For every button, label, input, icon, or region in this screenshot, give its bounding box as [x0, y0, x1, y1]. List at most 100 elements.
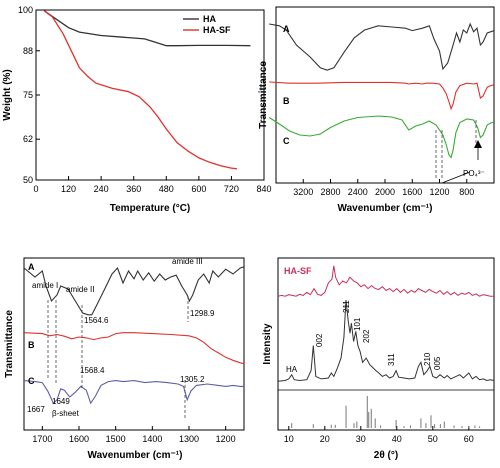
xrd-panel: 10 20 30 40 50 60 HA-SF HA 002 211 101 202 31…	[262, 257, 495, 461]
ftir-full-xtick-label: 1200	[429, 187, 449, 197]
ftir-full-series-label-a: A	[283, 24, 290, 34]
xrd-xtick-label: 50	[428, 434, 438, 444]
xrd-series-line-ha-sf	[277, 265, 494, 297]
ftir-zoom-xtick-label: 1400	[142, 434, 162, 444]
xrd-xtick-label: 10	[284, 434, 294, 444]
ftir-zoom-series-line-a	[23, 266, 245, 316]
tga-series-line-ha	[43, 10, 251, 47]
ftir-zoom-plot-frame	[23, 257, 245, 431]
xrd-series	[277, 265, 495, 382]
miller-005: 005	[433, 356, 442, 370]
tga-ticks: 0 120 240 360 480 600 720 840 100 88 75 62 50	[18, 5, 272, 194]
ftir-full-xtick-label: 2400	[348, 187, 368, 197]
ftir-full-series-label-c: C	[283, 136, 290, 146]
tga-xtick-label: 480	[159, 184, 174, 194]
phosphate-label: PO₄³⁻	[463, 169, 485, 178]
ftir-zoom-series	[23, 266, 245, 405]
xrd-xtick-label: 60	[464, 434, 474, 444]
tga-xtick-label: 0	[33, 184, 38, 194]
ftir-zoom-xtick-label: 1200	[216, 434, 236, 444]
ftir-full-plot-frame	[275, 6, 495, 184]
xrd-xtick-label: 20	[320, 434, 330, 444]
miller-202: 202	[362, 329, 371, 343]
xrd-ticks: 10 20 30 40 50 60	[284, 426, 474, 444]
ftir-zoom-xtick-label: 1300	[179, 434, 199, 444]
tga-xtick-label: 840	[256, 184, 271, 194]
tga-xtick-label: 360	[126, 184, 141, 194]
xrd-series-line-ha	[277, 299, 495, 382]
ftir-full-xtick-label: 800	[459, 187, 474, 197]
ftir-full-xtick-label: 2000	[375, 187, 395, 197]
tga-ytick-label: 88	[23, 46, 33, 56]
ftir-zoom-series-line-c	[23, 380, 244, 405]
xrd-ha-sf-label: HA-SF	[284, 266, 312, 276]
ftir-zoom-y-axis-label: Transmittance	[4, 310, 15, 378]
ftir-zoom-series-label-a: A	[28, 262, 35, 272]
miller-311: 311	[387, 353, 396, 366]
tga-ytick-label: 50	[23, 175, 33, 185]
ftir-zoom-series-label-b: B	[28, 340, 35, 350]
tga-xtick-label: 240	[94, 184, 109, 194]
amide-ii-label: amide II	[66, 285, 94, 294]
ftir-zoom-series-line-b	[23, 332, 245, 365]
amide-iii-label: amide III	[172, 257, 203, 266]
miller-101: 101	[353, 317, 362, 331]
xrd-xtick-label: 40	[392, 434, 402, 444]
phosphate-arrow-left	[441, 171, 471, 184]
tga-panel: 0 120 240 360 480 600 720 840 100 88 75 62 50 HA HA-…	[2, 5, 272, 214]
ftir-zoom-series-labels: A B C	[28, 262, 35, 386]
phosphate-annotation: PO₄³⁻	[435, 120, 485, 184]
legend-label-ha: HA	[203, 14, 216, 24]
ftir-full-series-line-b	[269, 81, 495, 111]
ftir-zoom-ticks: 1700 1600 1500 1400 1300 1200	[32, 426, 236, 444]
tga-y-axis-label: Weight (%)	[2, 69, 13, 120]
tga-series	[43, 10, 251, 170]
ftir-full-series	[268, 22, 495, 159]
xrd-ha-label: HA	[286, 365, 298, 374]
ftir-full-series-line-c	[268, 115, 495, 159]
ftir-zoom-xtick-label: 1500	[106, 434, 126, 444]
ftir-zoom-series-label-c: C	[28, 376, 35, 386]
ftir-full-xtick-label: 3200	[293, 187, 313, 197]
tga-xtick-label: 600	[191, 184, 206, 194]
ftir-full-series-labels: A B C	[283, 24, 290, 146]
ftir-full-xtick-label: 2800	[320, 187, 340, 197]
xrd-x-axis-label: 2θ (°)	[374, 450, 398, 461]
xrd-miller-indices: HA 002 211 101 202 311 210 005	[286, 300, 442, 374]
beta-sheet-label: β-sheet	[52, 409, 80, 418]
ftir-zoom-xtick-label: 1600	[69, 434, 89, 444]
tga-series-line-ha-sf	[43, 10, 237, 170]
ftir-full-x-axis-label: Wavenumber (cm⁻¹)	[338, 203, 433, 214]
amide-annotations: amide I amide II amide III 1298.9 1564.6…	[27, 257, 215, 418]
miller-002: 002	[315, 333, 324, 347]
tga-ytick-label: 62	[23, 134, 33, 144]
xrd-plot-frame	[277, 257, 495, 431]
tga-legend: HA HA-SF	[183, 14, 231, 35]
ftir-zoom-panel: 1700 1600 1500 1400 1300 1200 A B C amide I ami…	[4, 257, 245, 461]
ftir-full-series-line-a	[269, 22, 495, 71]
tga-plot-frame	[35, 9, 265, 181]
peak-label-1298: 1298.9	[190, 309, 215, 318]
xrd-xtick-label: 30	[356, 434, 366, 444]
ftir-full-ticks: 3200 2800 2400 2000 1600 1200 800	[293, 179, 474, 197]
peak-label-1667: 1667	[27, 405, 45, 414]
tga-ytick-label: 75	[23, 90, 33, 100]
ftir-zoom-x-axis-label: Wavenumber (cm⁻¹)	[88, 450, 183, 461]
ftir-zoom-xtick-label: 1700	[32, 434, 52, 444]
ftir-full-y-axis-label: Transmittance	[258, 61, 269, 129]
legend-label-ha-sf: HA-SF	[203, 25, 231, 35]
xrd-y-axis-label: Intensity	[262, 323, 273, 365]
peak-label-1649: 1649	[52, 397, 70, 406]
tga-xtick-label: 720	[224, 184, 239, 194]
peak-label-1564: 1564.6	[84, 316, 109, 325]
miller-211: 211	[342, 300, 351, 313]
miller-210: 210	[423, 352, 432, 366]
tga-ytick-label: 100	[18, 5, 33, 15]
ftir-full-xtick-label: 1600	[402, 187, 422, 197]
phosphate-arrowhead	[474, 140, 482, 148]
peak-label-1568: 1568.4	[80, 366, 105, 375]
tga-xtick-label: 120	[61, 184, 76, 194]
ftir-full-panel: 3200 2800 2400 2000 1600 1200 800 A B C PO₄³⁻ Wa…	[258, 6, 495, 214]
xrd-reference-peaks	[291, 396, 481, 428]
